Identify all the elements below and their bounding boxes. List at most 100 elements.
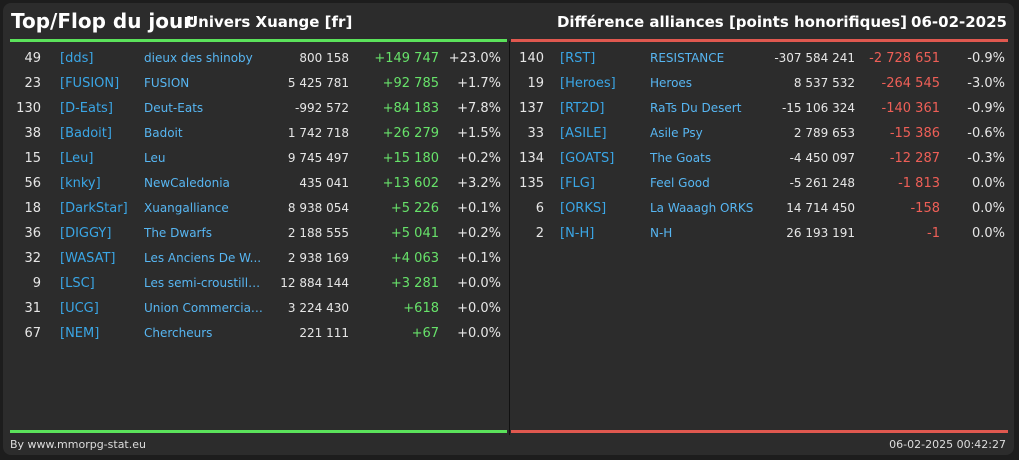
diff-cell: +3 281	[390, 276, 439, 291]
alliance-tag[interactable]: [UCG]	[60, 301, 99, 316]
percent-cell: -0.9%	[967, 51, 1005, 66]
alliance-tag[interactable]: [RST]	[560, 51, 596, 66]
rank-cell: 6	[535, 201, 544, 216]
panel: Top/Flop du jour Univers Xuange [fr] Dif…	[3, 3, 1014, 455]
alliance-tag[interactable]: [WASAT]	[60, 251, 116, 266]
alliance-tag[interactable]: [ORKS]	[560, 201, 607, 216]
diff-cell: -1	[927, 226, 940, 241]
percent-cell: -0.6%	[967, 126, 1005, 141]
rank-cell: 137	[519, 101, 544, 116]
alliance-name[interactable]: Xuangalliance	[144, 201, 229, 215]
rank-cell: 18	[24, 201, 41, 216]
alliance-name[interactable]: RaTs Du Desert	[650, 101, 742, 115]
top-header-bar	[10, 39, 507, 42]
alliance-name[interactable]: Leu	[144, 151, 166, 165]
percent-cell: +0.1%	[457, 251, 501, 266]
points-cell: 9 745 497	[287, 151, 349, 165]
alliance-tag[interactable]: [Badoit]	[60, 126, 112, 141]
rank-cell: 2	[535, 226, 544, 241]
alliance-tag[interactable]: [DIGGY]	[60, 226, 112, 241]
diff-cell: +92 785	[382, 76, 439, 91]
alliance-name[interactable]: Feel Good	[650, 176, 710, 190]
alliance-tag[interactable]: [dds]	[60, 51, 94, 66]
percent-cell: +0.2%	[457, 151, 501, 166]
alliance-tag[interactable]: [ASILE]	[560, 126, 607, 141]
alliance-name[interactable]: Heroes	[650, 76, 693, 90]
alliance-name[interactable]: Union Commerciale...	[144, 301, 264, 315]
diff-cell: -15 386	[889, 126, 940, 141]
percent-cell: -0.3%	[967, 151, 1005, 166]
percent-cell: +0.0%	[457, 276, 501, 291]
alliance-name[interactable]: RESISTANCE	[650, 51, 725, 65]
diff-cell: +84 183	[382, 101, 439, 116]
alliance-name[interactable]: N-H	[650, 226, 673, 240]
table-row: 38 [Badoit] Badoit 1 742 718 +26 279 +1.5%	[11, 126, 506, 151]
percent-cell: 0.0%	[971, 226, 1005, 241]
diff-cell: +13 602	[382, 176, 439, 191]
table-row: 19 [Heroes] Heroes 8 537 532 -264 545 -3.0%	[512, 76, 1007, 101]
alliance-name[interactable]: The Dwarfs	[144, 226, 212, 240]
percent-cell: +1.5%	[457, 126, 501, 141]
diff-cell: +15 180	[382, 151, 439, 166]
alliance-name[interactable]: Chercheurs	[144, 326, 213, 340]
rank-cell: 19	[527, 76, 544, 91]
points-cell: 435 041	[299, 176, 349, 190]
percent-cell: -3.0%	[967, 76, 1005, 91]
rank-cell: 49	[24, 51, 41, 66]
alliance-tag[interactable]: [FUSION]	[60, 76, 120, 91]
alliance-tag[interactable]: [LSC]	[60, 276, 95, 291]
flop-header-bar	[511, 39, 1008, 42]
alliance-name[interactable]: Badoit	[144, 126, 183, 140]
table-row: 23 [FUSION] FUSION 5 425 781 +92 785 +1.7%	[11, 76, 506, 101]
points-cell: 3 224 430	[287, 301, 349, 315]
rank-cell: 23	[24, 76, 41, 91]
points-cell: 2 789 653	[793, 126, 855, 140]
table-row: 135 [FLG] Feel Good -5 261 248 -1 813 0.0%	[512, 176, 1007, 201]
alliance-tag[interactable]: [RT2D]	[560, 101, 605, 116]
percent-cell: +0.0%	[457, 326, 501, 341]
alliance-tag[interactable]: [Leu]	[60, 151, 94, 166]
diff-cell: -1 813	[898, 176, 940, 191]
diff-cell: -264 545	[881, 76, 940, 91]
rank-cell: 140	[519, 51, 544, 66]
rank-cell: 31	[24, 301, 41, 316]
alliance-tag[interactable]: [NEM]	[60, 326, 100, 341]
alliance-tag[interactable]: [FLG]	[560, 176, 595, 191]
alliance-name[interactable]: The Goats	[650, 151, 712, 165]
alliance-tag[interactable]: [N-H]	[560, 226, 595, 241]
timestamp-label: 06-02-2025 00:42:27	[889, 438, 1006, 451]
points-cell: 800 158	[299, 51, 349, 65]
diff-cell: +618	[403, 301, 439, 316]
universe-label: Univers Xuange [fr]	[186, 13, 353, 31]
alliance-tag[interactable]: [DarkStar]	[60, 201, 128, 216]
top-footer-bar	[10, 430, 507, 433]
points-cell: 5 425 781	[287, 76, 349, 90]
alliance-name[interactable]: Asile Psy	[650, 126, 703, 140]
table-row: 49 [dds] dieux des shinoby 800 158 +149 747 +…	[11, 51, 506, 76]
alliance-name[interactable]: Deut-Eats	[144, 101, 204, 115]
table-row: 33 [ASILE] Asile Psy 2 789 653 -15 386 -0.6%	[512, 126, 1007, 151]
alliance-tag[interactable]: [Heroes]	[560, 76, 616, 91]
alliance-name[interactable]: dieux des shinoby	[144, 51, 253, 65]
table-row: 9 [LSC] Les semi-croustilla... 12 884 144 +3…	[11, 276, 506, 301]
alliance-name[interactable]: NewCaledonia	[144, 176, 230, 190]
alliance-tag[interactable]: [knky]	[60, 176, 101, 191]
flop-footer-bar	[511, 430, 1008, 433]
alliance-name[interactable]: Les semi-croustilla...	[144, 276, 264, 290]
table-row: 2 [N-H] N-H 26 193 191 -1 0.0%	[512, 226, 1007, 251]
points-cell: 12 884 144	[280, 276, 349, 290]
diff-cell: -12 287	[889, 151, 940, 166]
table-row: 6 [ORKS] La Waaagh ORKS 14 714 450 -158 0.0%	[512, 201, 1007, 226]
alliance-name[interactable]: Les Anciens De W...	[144, 251, 262, 265]
points-cell: 2 938 169	[287, 251, 349, 265]
source-label: By www.mmorpg-stat.eu	[10, 438, 146, 451]
points-cell: -307 584 241	[774, 51, 855, 65]
alliance-name[interactable]: La Waaagh ORKS	[650, 201, 754, 215]
alliance-tag[interactable]: [GOATS]	[560, 151, 615, 166]
rank-cell: 15	[24, 151, 41, 166]
alliance-tag[interactable]: [D-Eats]	[60, 101, 113, 116]
alliance-name[interactable]: FUSION	[144, 76, 190, 90]
date-label: 06-02-2025	[911, 13, 1007, 31]
diff-cell: -140 361	[881, 101, 940, 116]
diff-cell: +5 041	[390, 226, 439, 241]
